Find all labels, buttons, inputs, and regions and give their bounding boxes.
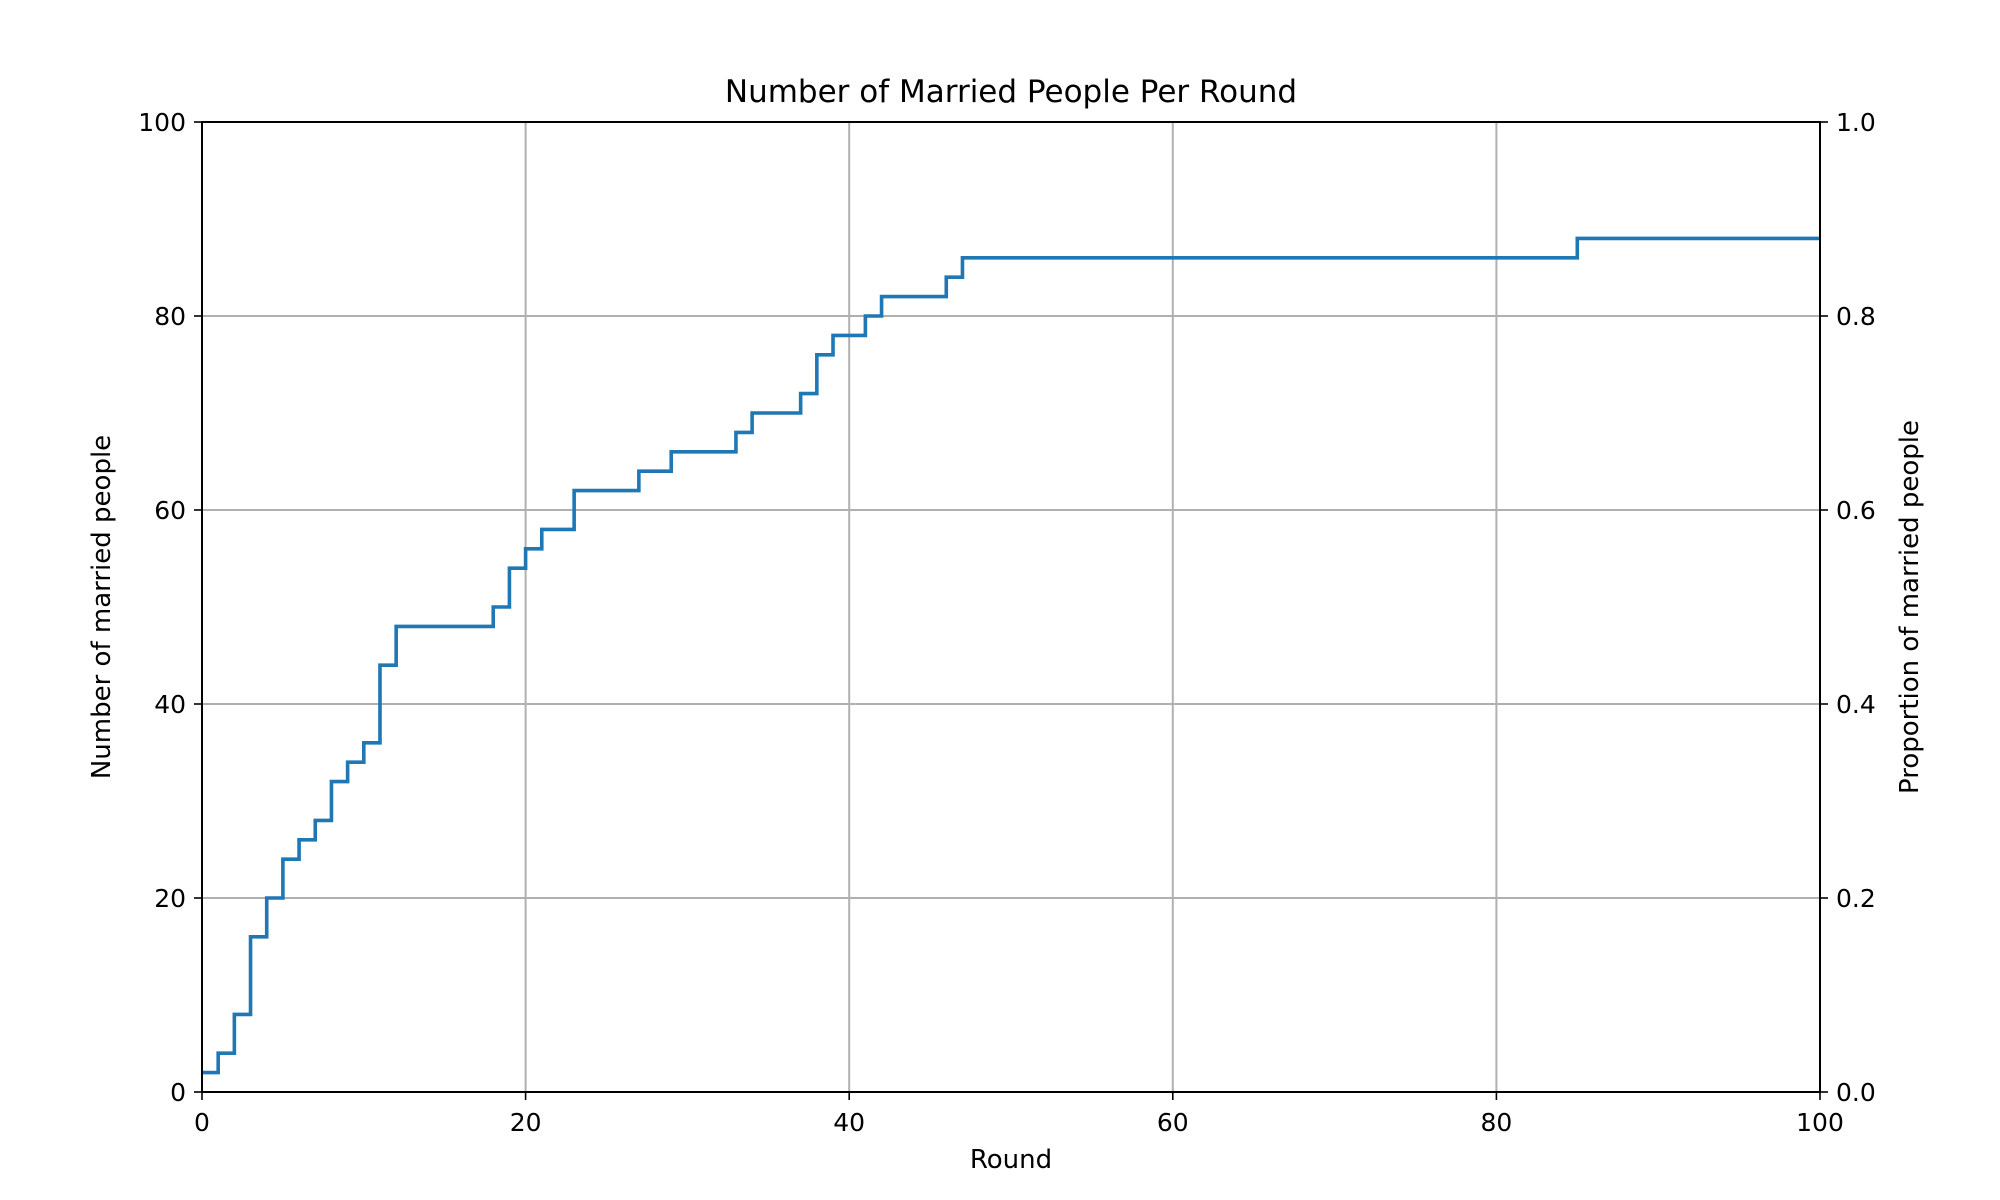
y-tick-label: 0 [170,1078,186,1107]
y-right-tick-label: 0.8 [1836,302,1876,331]
y-tick-label: 20 [154,884,186,913]
y-tick-label: 40 [154,690,186,719]
y-right-tick-label: 0.0 [1836,1078,1876,1107]
plot-frame [201,121,1821,1093]
y-tick-label: 60 [154,496,186,525]
y-right-tick-label: 0.6 [1836,496,1876,525]
y-right-tick-label: 0.4 [1836,690,1876,719]
x-tick-label: 80 [1480,1108,1512,1137]
x-tick-label: 60 [1157,1108,1189,1137]
y-right-tick-label: 0.2 [1836,884,1876,913]
x-tick-label: 20 [510,1108,542,1137]
y-right-tick-label: 1.0 [1836,108,1876,137]
series-layer [202,236,1820,1075]
y-axis-title: Number of married people [87,435,117,779]
x-tick-label: 0 [194,1108,210,1137]
axis-ticks: 0 20 40 60 80 1000204060801000.00.20.40.60.81… [138,108,1875,1137]
y-tick-label: 100 [138,108,186,137]
chart-title: Number of Married People Per Round [725,74,1297,110]
y-right-axis-title: Proportion of married people [1895,420,1925,794]
y-tick-label: 80 [154,302,186,331]
x-tick-label: 40 [833,1108,865,1137]
series-line-0 [202,236,1820,1075]
x-axis-title: Round [970,1145,1052,1175]
x-tick-label: 100 [1796,1108,1844,1137]
